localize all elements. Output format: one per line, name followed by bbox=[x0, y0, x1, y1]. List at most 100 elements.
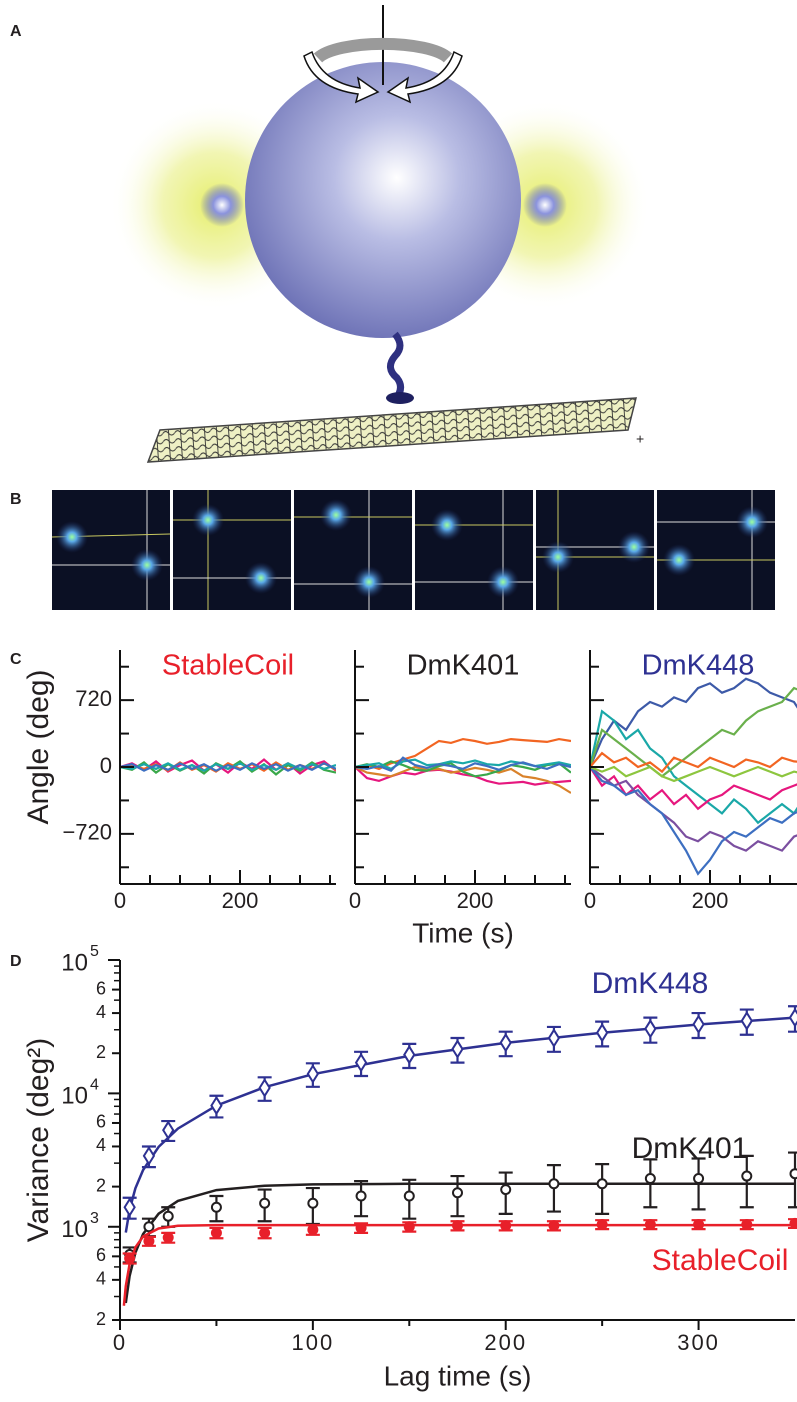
marker bbox=[789, 1168, 797, 1180]
trace bbox=[355, 756, 571, 772]
marker bbox=[162, 1232, 174, 1244]
marker bbox=[644, 1173, 656, 1185]
x-tick-label: 300 bbox=[677, 1330, 720, 1355]
marker bbox=[355, 1222, 367, 1234]
x-tick-label: 0 bbox=[113, 1330, 127, 1355]
marker bbox=[259, 1197, 271, 1209]
x-tick-label: 100 bbox=[291, 1330, 334, 1355]
marker bbox=[451, 1039, 464, 1059]
marker bbox=[500, 1184, 512, 1196]
x-tick-label: 200 bbox=[222, 888, 259, 913]
y-tick-label: 2 bbox=[96, 1175, 106, 1195]
y-tick-label: 720 bbox=[75, 686, 112, 711]
y-axis-label: Angle (deg) bbox=[22, 669, 55, 824]
y-tick-label: 10 bbox=[61, 1216, 88, 1243]
line-chart: 0 200 DmK401 Time (s) bbox=[349, 650, 571, 948]
stalk bbox=[387, 331, 404, 403]
dot bbox=[523, 183, 567, 227]
x-axis-label: Lag time (s) bbox=[384, 1360, 532, 1391]
motor-head bbox=[386, 392, 414, 404]
trace bbox=[590, 766, 797, 876]
marker bbox=[644, 1218, 656, 1230]
fit-line bbox=[124, 1182, 795, 1304]
line-chart: −720 0 720 0 200 StableCoil Angle (deg)C bbox=[10, 650, 336, 913]
dot bbox=[200, 183, 244, 227]
marker bbox=[693, 1218, 705, 1230]
traces bbox=[355, 737, 571, 794]
y-tick-label: 10 bbox=[61, 1083, 88, 1110]
x-tick-label: 0 bbox=[114, 888, 126, 913]
marker bbox=[452, 1187, 463, 1199]
trace bbox=[120, 758, 336, 775]
x-tick-label: 200 bbox=[692, 888, 729, 913]
marker bbox=[124, 1252, 136, 1264]
frame bbox=[173, 490, 291, 610]
marker bbox=[644, 1018, 657, 1039]
trace bbox=[590, 751, 797, 774]
y-tick-exponent: 4 bbox=[90, 1077, 99, 1094]
y-tick-label: 6 bbox=[96, 1245, 106, 1265]
marker bbox=[259, 1227, 271, 1239]
y-tick-label: 6 bbox=[96, 1112, 106, 1132]
marker bbox=[741, 1170, 753, 1182]
marker bbox=[789, 1217, 797, 1229]
trace bbox=[355, 760, 571, 778]
image-strip bbox=[51, 490, 775, 610]
marker bbox=[548, 1178, 560, 1190]
marker bbox=[403, 1044, 416, 1065]
marker bbox=[210, 1095, 223, 1116]
panel-label: B bbox=[10, 491, 22, 508]
marker bbox=[143, 1221, 155, 1233]
chart-title: DmK401 bbox=[407, 650, 520, 682]
x-tick-label: 0 bbox=[349, 888, 361, 913]
trace bbox=[590, 765, 797, 783]
trace bbox=[590, 686, 797, 778]
marker bbox=[692, 1014, 705, 1035]
y-axis-label: Variance (deg²) bbox=[22, 1038, 55, 1243]
y-tick-label: −720 bbox=[62, 820, 112, 845]
series-label: StableCoil bbox=[652, 1244, 789, 1277]
frame bbox=[51, 490, 171, 610]
chart-title: StableCoil bbox=[162, 650, 294, 682]
series-label: DmK448 bbox=[592, 967, 709, 1000]
arrow bbox=[303, 50, 380, 104]
marker bbox=[143, 1235, 155, 1247]
plot bbox=[122, 1005, 797, 1306]
arrow bbox=[386, 50, 463, 104]
marker bbox=[258, 1077, 271, 1098]
marker bbox=[162, 1210, 174, 1222]
marker bbox=[307, 1224, 319, 1236]
chart-title: DmK448 bbox=[642, 650, 755, 682]
marker bbox=[142, 1145, 156, 1166]
plus-end: + bbox=[636, 431, 644, 447]
marker bbox=[210, 1227, 222, 1239]
marker bbox=[547, 1028, 561, 1048]
traces bbox=[120, 758, 336, 776]
panel-label: D bbox=[10, 953, 22, 970]
microtubule bbox=[146, 397, 637, 463]
trace bbox=[120, 762, 336, 772]
panel-label: C bbox=[10, 651, 22, 668]
bead bbox=[245, 62, 521, 338]
y-tick-exponent: 3 bbox=[90, 1210, 99, 1227]
y-tick-label: 10 bbox=[61, 949, 88, 976]
traces bbox=[590, 677, 797, 876]
y-tick-label: 6 bbox=[96, 978, 106, 998]
marker bbox=[741, 1218, 753, 1230]
marker bbox=[452, 1220, 463, 1232]
marker bbox=[403, 1221, 415, 1233]
bead-diagram bbox=[110, 5, 650, 463]
trace bbox=[590, 677, 797, 768]
marker bbox=[307, 1197, 319, 1209]
y-tick-label: 4 bbox=[96, 1135, 106, 1155]
trace bbox=[590, 766, 797, 852]
trace bbox=[120, 762, 336, 772]
x-axis-label: Time (s) bbox=[412, 917, 514, 948]
marker bbox=[788, 1007, 797, 1028]
series-label: DmK401 bbox=[632, 1132, 749, 1165]
error-bar bbox=[788, 1151, 797, 1209]
frame bbox=[294, 490, 412, 610]
marker bbox=[596, 1218, 608, 1230]
marker bbox=[355, 1190, 367, 1202]
